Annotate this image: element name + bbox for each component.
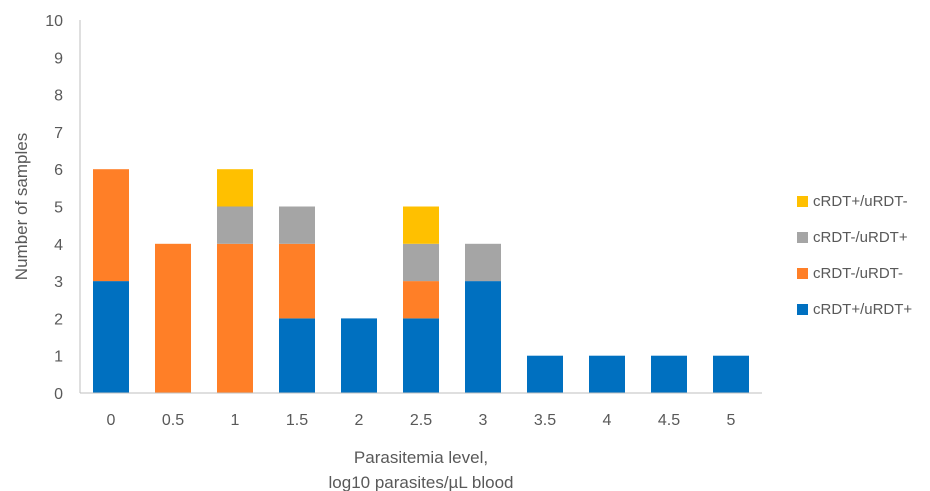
bar-segment xyxy=(93,169,129,282)
y-tick-label: 9 xyxy=(54,50,63,67)
x-tick-label: 2 xyxy=(355,412,364,429)
bar-segment xyxy=(341,318,377,393)
bar-segment xyxy=(217,206,253,244)
x-tick-label: 5 xyxy=(727,412,736,429)
bar-segment xyxy=(217,243,253,393)
bar-segment xyxy=(651,355,687,393)
x-tick-label: 3.5 xyxy=(534,412,556,429)
x-tick-label: 0.5 xyxy=(162,412,184,429)
bar-segment xyxy=(217,169,253,207)
x-tick-label: 3 xyxy=(479,412,488,429)
x-tick-labels: 0 0.5 1 1.5 2 2.5 3 3.5 4 4.5 5 xyxy=(107,412,736,429)
x-axis-title-line-2: log10 parasites/µL blood xyxy=(329,473,514,491)
legend-swatch xyxy=(797,196,808,207)
bars-layer xyxy=(93,169,749,393)
y-tick-label: 8 xyxy=(54,88,63,105)
x-tick-label: 0 xyxy=(107,412,116,429)
bar-segment xyxy=(465,281,501,393)
y-tick-label: 0 xyxy=(54,386,63,403)
bar-segment xyxy=(155,243,191,393)
legend-swatch xyxy=(797,232,808,243)
y-tick-label: 10 xyxy=(45,13,63,30)
bar-segment xyxy=(713,355,749,393)
bar-segment xyxy=(403,206,439,244)
y-tick-label: 4 xyxy=(54,237,63,254)
bar-segment xyxy=(279,243,315,319)
legend-label: cRDT-/uRDT- xyxy=(813,265,903,282)
x-tick-label: 4 xyxy=(603,412,612,429)
y-axis-title: Number of samples xyxy=(12,133,31,280)
y-tick-label: 6 xyxy=(54,162,63,179)
x-tick-label: 2.5 xyxy=(410,412,432,429)
bar-segment xyxy=(403,281,439,319)
legend-swatch xyxy=(797,304,808,315)
legend-label: cRDT+/uRDT- xyxy=(813,193,908,210)
legend-label: cRDT+/uRDT+ xyxy=(813,301,912,318)
bar-segment xyxy=(403,243,439,282)
bar-segment xyxy=(527,355,563,393)
x-tick-label: 1.5 xyxy=(286,412,308,429)
x-tick-label: 4.5 xyxy=(658,412,680,429)
bar-segment xyxy=(589,355,625,393)
y-tick-labels: 0 1 2 3 4 5 6 7 8 9 10 xyxy=(45,13,63,403)
bar-segment xyxy=(279,206,315,244)
legend-swatch xyxy=(797,268,808,279)
legend: cRDT+/uRDT-cRDT-/uRDT+ cRDT-/uRDT-cRDT+/u… xyxy=(797,193,912,318)
y-tick-label: 1 xyxy=(54,349,63,366)
bar-segment xyxy=(93,281,129,393)
x-axis-title-line-1: Parasitemia level, xyxy=(354,448,488,467)
y-tick-label: 3 xyxy=(54,274,63,291)
legend-label: cRDT-/uRDT+ xyxy=(813,229,908,246)
x-tick-label: 1 xyxy=(231,412,240,429)
bar-segment xyxy=(403,318,439,393)
bar-segment xyxy=(465,243,501,282)
y-tick-label: 7 xyxy=(54,125,63,142)
y-tick-label: 5 xyxy=(54,200,63,217)
bar-segment xyxy=(279,318,315,393)
y-tick-label: 2 xyxy=(54,311,63,328)
